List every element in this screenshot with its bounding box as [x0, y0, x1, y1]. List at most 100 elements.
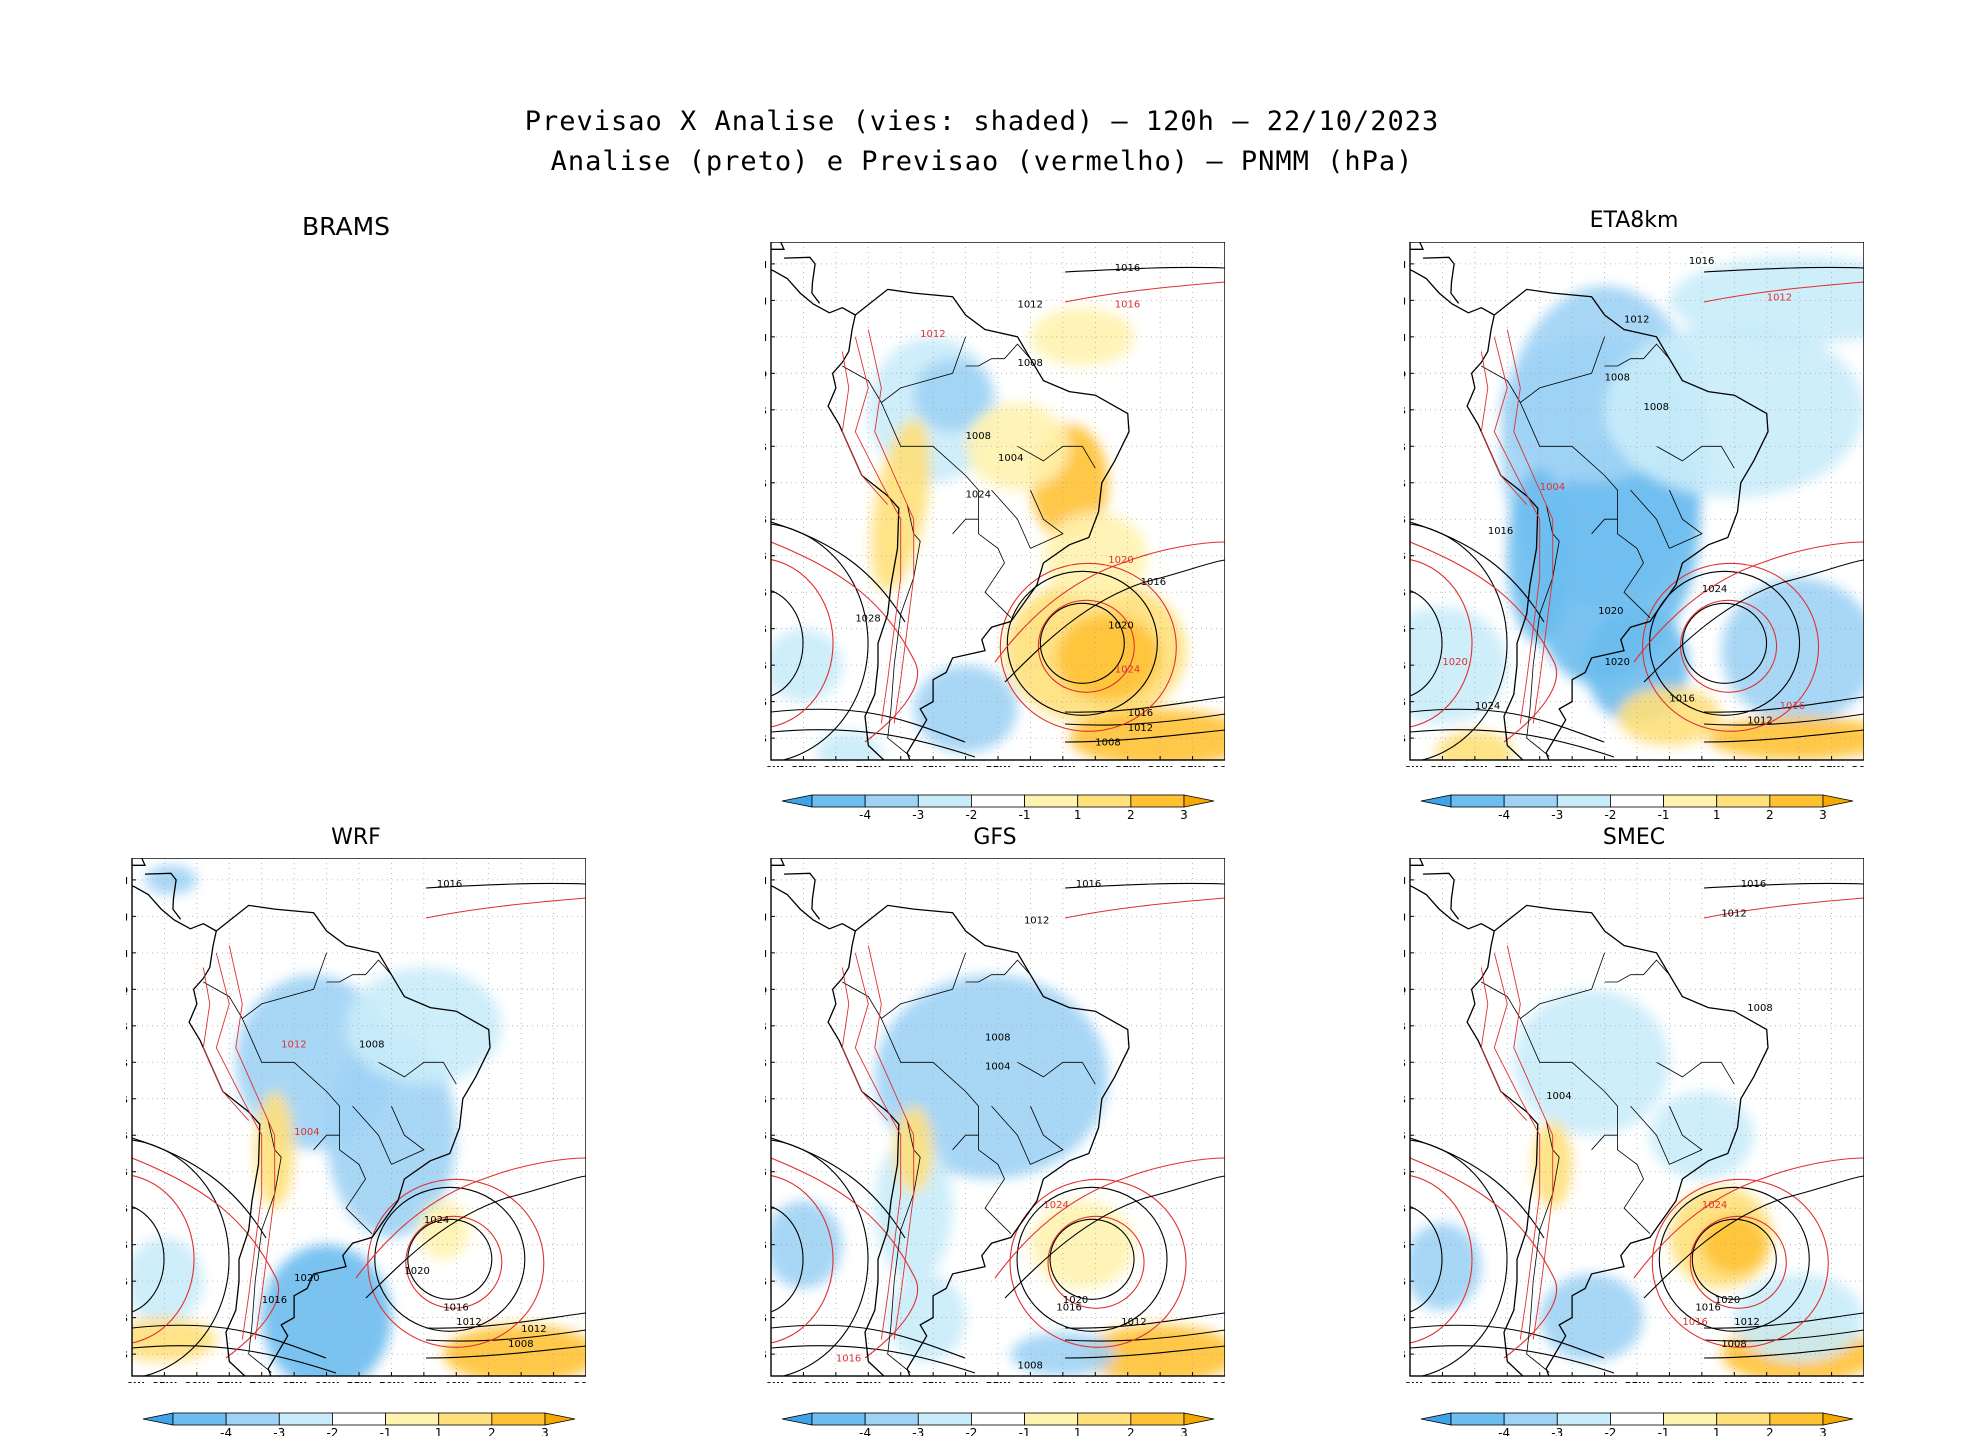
isobar-label: 1004	[998, 453, 1023, 464]
colorbar-segment	[1716, 794, 1771, 808]
lat-tick-label: 40S	[765, 1277, 767, 1288]
lon-tick-label: 50W	[1657, 1381, 1682, 1383]
isobar-label: 1016	[1488, 526, 1513, 537]
isobar-label: 1004	[294, 1127, 319, 1138]
colorbar-segment	[1077, 1412, 1132, 1426]
colorbar-tick-label: -4	[1498, 1426, 1510, 1436]
lat-tick-label: 30S	[1404, 588, 1406, 599]
colorbar-segment	[172, 1412, 227, 1426]
colorbar-tick-label: -4	[1498, 808, 1510, 822]
colorbar-segment	[1556, 1412, 1611, 1426]
lat-tick-label: 5S	[765, 1022, 767, 1033]
lon-tick-label: 20W	[1213, 1381, 1225, 1383]
isobar-label: 1004	[1546, 1091, 1571, 1102]
lon-tick-label: 20W	[1852, 765, 1864, 767]
lat-tick-label: 45S	[765, 1314, 767, 1325]
isobar-label: 1008	[1643, 402, 1668, 413]
lat-tick-label: 15N	[765, 876, 767, 887]
lat-tick-label: 10N	[765, 296, 767, 307]
colorbar-segment	[385, 1412, 440, 1426]
colorbar-segment	[1420, 1412, 1452, 1426]
lat-tick-label: 25S	[126, 1168, 128, 1179]
lat-tick-label: 30S	[126, 1204, 128, 1215]
bias-shading	[771, 307, 1225, 760]
isobar-label: 1020	[404, 1266, 429, 1277]
lat-tick-label: 15N	[1404, 876, 1406, 887]
panel-eta8km: 1016 1012 1008 1012 1008 1004 1016 1020 1024 1020…	[1404, 242, 1864, 767]
lat-tick-label: 20S	[1404, 515, 1406, 526]
lon-tick-label: 90W	[1404, 765, 1422, 767]
colorbar-segment	[1716, 1412, 1771, 1426]
colorbar-segment	[1769, 794, 1824, 808]
isobar-label: 1028	[855, 613, 880, 624]
lat-tick-label: 45S	[765, 698, 767, 709]
colorbar-segment	[332, 1412, 386, 1426]
lat-tick-label: 10S	[1404, 1058, 1406, 1069]
isobar-label: 1016	[1056, 1302, 1081, 1313]
lat-tick-label: 45S	[1404, 1314, 1406, 1325]
lon-tick-label: 30W	[509, 1381, 534, 1383]
colorbar-segment	[491, 1412, 546, 1426]
isobar-label: 1008	[1017, 358, 1042, 369]
isobar-label: 1012	[1734, 1317, 1759, 1328]
lon-tick-label: 40W	[1083, 1381, 1108, 1383]
isobar-label: 1016	[1689, 256, 1714, 267]
lat-tick-label: 50S	[765, 1350, 767, 1361]
isobar-label: 1016	[262, 1295, 287, 1306]
lon-tick-label: 45W	[411, 1381, 436, 1383]
isobar-label: 1016	[1076, 879, 1101, 890]
colorbar-tick-label: -1	[1019, 808, 1031, 822]
isobar-label: 1004	[1540, 482, 1565, 493]
lon-tick-label: 55W	[986, 765, 1011, 767]
isobar-label: 1020	[1715, 1295, 1740, 1306]
isobar-label: 1024	[1475, 701, 1500, 712]
isobar-label: 1012	[1128, 723, 1153, 734]
lon-tick-label: 75W	[217, 1381, 242, 1383]
lon-tick-label: 50W	[379, 1381, 404, 1383]
lon-tick-label: 75W	[856, 765, 881, 767]
colorbar-tick-label: -4	[220, 1426, 232, 1436]
lon-tick-label: 85W	[1430, 1381, 1455, 1383]
lat-tick-label: 25S	[1404, 1168, 1406, 1179]
lon-tick-label: 60W	[1592, 1381, 1617, 1383]
lat-tick-label: 15S	[765, 479, 767, 490]
isobar-label: 1024	[424, 1215, 449, 1226]
lon-tick-label: 80W	[823, 765, 848, 767]
lon-tick-label: 90W	[126, 1381, 144, 1383]
isobar-label: 1012	[1017, 300, 1042, 311]
lat-tick-label: 5N	[1404, 949, 1406, 960]
colorbar-segment	[1503, 1412, 1558, 1426]
figure-title-line2: Analise (preto) e Previsao (vermelho) – …	[550, 146, 1414, 177]
lon-tick-label: 80W	[1462, 1381, 1487, 1383]
colorbar-segment	[438, 1412, 493, 1426]
lat-tick-label: 35S	[1404, 1241, 1406, 1252]
isobar-label: 1016	[1669, 694, 1694, 705]
lon-tick-label: 25W	[541, 1381, 566, 1383]
colorbar-segment	[1503, 794, 1558, 808]
isobar-label: 1008	[1095, 737, 1120, 748]
colorbar-segment	[1130, 1412, 1185, 1426]
colorbar-tick-label: -2	[1604, 1426, 1616, 1436]
lon-tick-label: 80W	[184, 1381, 209, 1383]
lat-tick-label: 50S	[1404, 734, 1406, 745]
colorbar-segment	[971, 1412, 1025, 1426]
panel-brams: 1016 1012 1008 1016 1012 1008 1004 1024 1020 1016…	[765, 242, 1225, 767]
lat-tick-label: 25S	[765, 1168, 767, 1179]
lon-tick-label: 90W	[1404, 1381, 1422, 1383]
lon-tick-label: 80W	[1462, 765, 1487, 767]
lon-tick-label: 70W	[1527, 765, 1552, 767]
isobar-label: 1008	[1605, 373, 1630, 384]
colorbar-tick-label: -1	[1019, 1426, 1031, 1436]
colorbar-wrf: -4-3-2-11234	[131, 1410, 602, 1440]
lat-tick-label: 5S	[1404, 406, 1406, 417]
colorbar-tick-label: -3	[273, 1426, 285, 1436]
lat-tick-label: 35S	[126, 1241, 128, 1252]
colorbar-tick-label: -3	[912, 1426, 924, 1436]
lat-tick-label: 15S	[765, 1095, 767, 1106]
lon-tick-label: 20W	[1213, 765, 1225, 767]
lat-tick-label: EQ	[765, 369, 767, 380]
lon-tick-label: 30W	[1787, 1381, 1812, 1383]
lon-tick-label: 25W	[1180, 1381, 1205, 1383]
lat-tick-label: 15N	[1404, 260, 1406, 271]
isobar-label: 1024	[1115, 664, 1140, 675]
